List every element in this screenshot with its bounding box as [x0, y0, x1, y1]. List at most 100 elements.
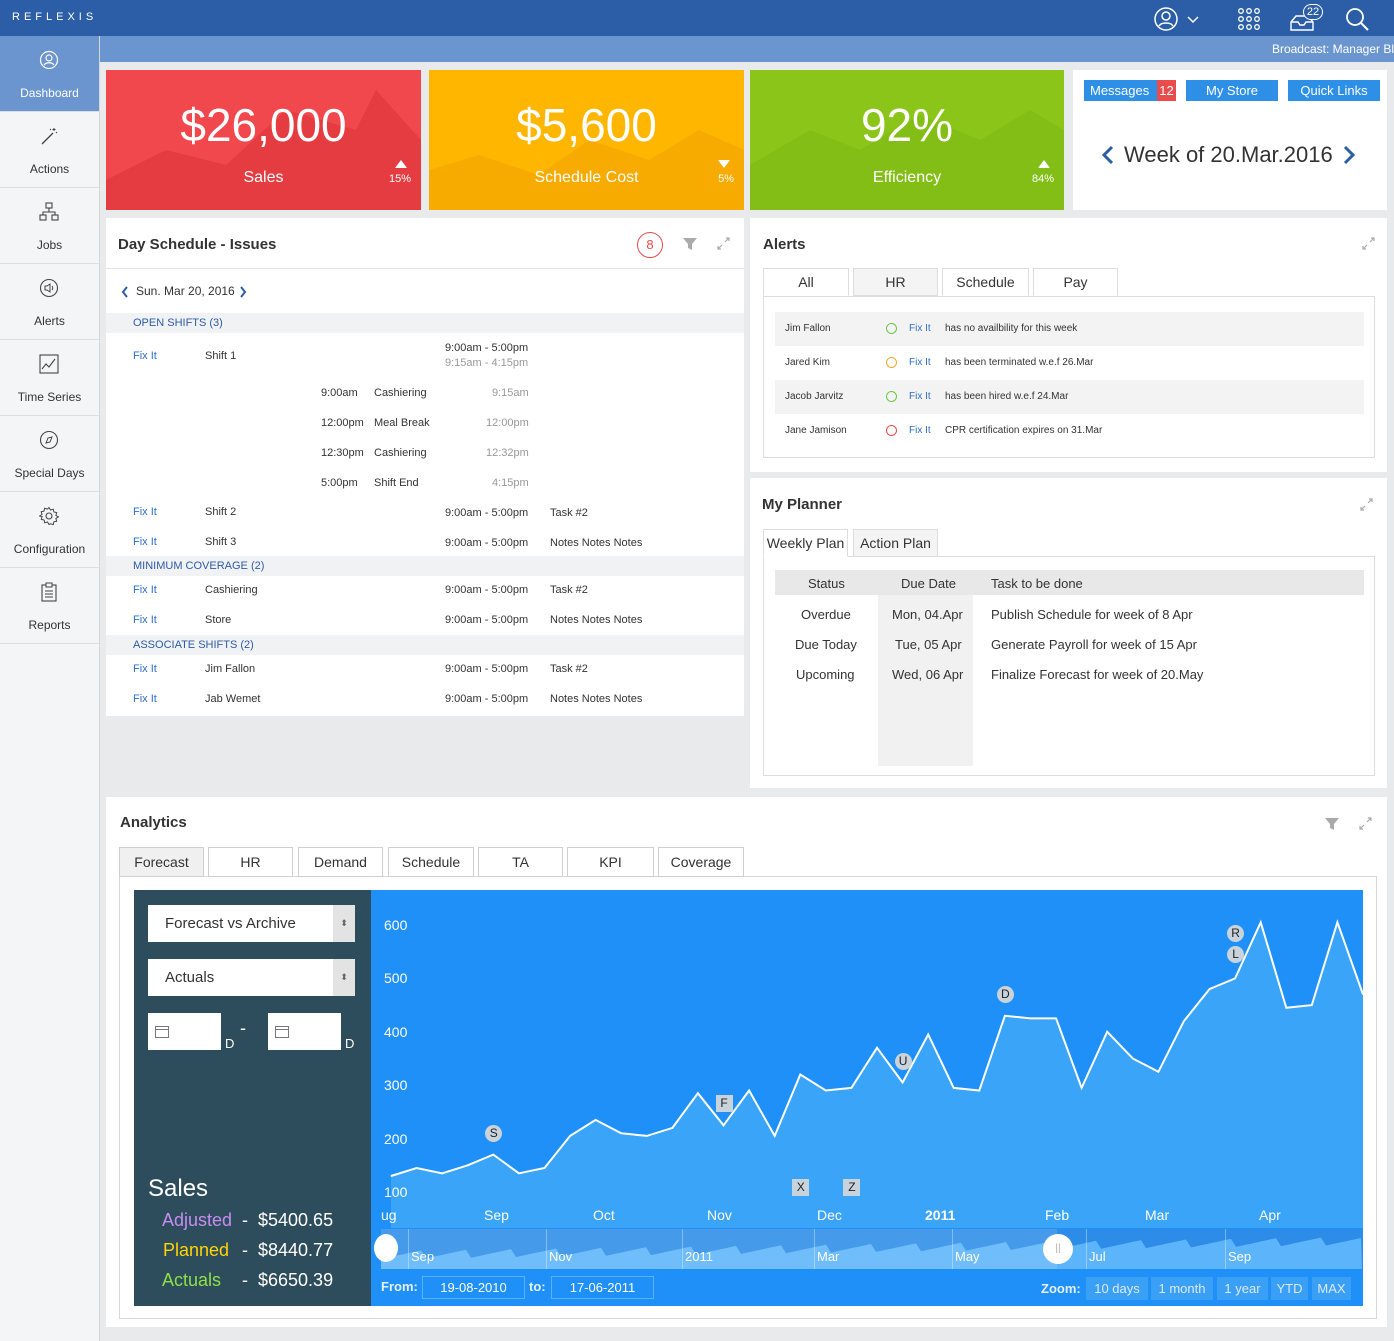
sidebar-item-actions[interactable]: Actions	[0, 112, 99, 188]
chart-flag-f[interactable]: F	[715, 1095, 733, 1113]
end-date-input[interactable]	[268, 1013, 341, 1050]
inbox-icon[interactable]	[1289, 6, 1315, 32]
fix-it-link[interactable]: Fix It	[133, 506, 157, 518]
zoom-1-month-button[interactable]: 1 month	[1151, 1277, 1213, 1300]
filter-icon[interactable]	[1324, 817, 1340, 831]
start-date-input[interactable]	[148, 1013, 221, 1050]
chart-flag-u[interactable]: U	[894, 1052, 912, 1070]
alert-name: Jim Fallon	[785, 323, 831, 334]
fix-it-link[interactable]: Fix It	[909, 425, 931, 436]
fix-it-link[interactable]: Fix It	[133, 584, 157, 596]
chart-flag-z[interactable]: Z	[843, 1179, 861, 1196]
kpi-tile-efficiency[interactable]: 92% Efficiency 84%	[750, 70, 1064, 210]
clipboard-icon	[41, 582, 57, 602]
fix-it-link[interactable]: Fix It	[133, 536, 157, 548]
chart-flag-l[interactable]: L	[1227, 946, 1245, 964]
navigator-tick-label: Mar	[817, 1249, 840, 1264]
sidebar-item-configuration[interactable]: Configuration	[0, 492, 99, 568]
tab-pay[interactable]: Pay	[1033, 268, 1118, 296]
zoom-1-year-button[interactable]: 1 year	[1217, 1277, 1268, 1300]
chevron-down-icon[interactable]	[1186, 6, 1200, 32]
chevron-left-icon[interactable]	[121, 286, 129, 298]
issues-count-badge[interactable]: 8	[637, 232, 663, 258]
trend-up-icon	[1038, 160, 1050, 168]
legend-value-planned: $8440.77	[258, 1240, 334, 1260]
my-store-button[interactable]: My Store	[1186, 80, 1278, 101]
alert-row: Jane Jamison Fix It CPR certification ex…	[775, 414, 1364, 448]
fix-it-link[interactable]: Fix It	[133, 614, 157, 626]
sidebar-item-reports[interactable]: Reports	[0, 568, 99, 644]
messages-button[interactable]: Messages 12	[1084, 80, 1176, 101]
from-date-input[interactable]: 19-08-2010	[422, 1276, 525, 1299]
chart-flag-d[interactable]: D	[996, 985, 1014, 1003]
task-description[interactable]: Generate Payroll for week of 15 Apr	[991, 637, 1197, 652]
fix-it-link[interactable]: Fix It	[133, 663, 157, 675]
day-schedule-title: Day Schedule - Issues	[118, 236, 277, 253]
zoom-ytd-button[interactable]: YTD	[1271, 1277, 1308, 1300]
zoom-max-button[interactable]: MAX	[1312, 1277, 1351, 1300]
x-tick-label: Dec	[817, 1207, 842, 1223]
tab-action-plan[interactable]: Action Plan	[853, 529, 938, 557]
tab-coverage[interactable]: Coverage	[658, 847, 744, 877]
tab-forecast[interactable]: Forecast	[119, 847, 204, 877]
expand-icon[interactable]	[1360, 498, 1373, 511]
search-icon[interactable]	[1344, 6, 1370, 32]
filter-icon[interactable]	[682, 237, 698, 251]
expand-icon[interactable]	[1362, 237, 1375, 250]
broadcast-text: Broadcast: Manager Bl	[1271, 42, 1394, 56]
fix-it-link[interactable]: Fix It	[133, 693, 157, 705]
quick-links-button[interactable]: Quick Links	[1288, 80, 1380, 101]
chevron-right-icon[interactable]	[239, 286, 247, 298]
chart-flag-s[interactable]: S	[485, 1124, 503, 1142]
expand-icon[interactable]	[1359, 817, 1372, 830]
kpi-tile-schedule-cost[interactable]: $5,600 Schedule Cost 5%	[429, 70, 744, 210]
tab-weekly-plan[interactable]: Weekly Plan	[763, 529, 848, 557]
data-point	[1260, 921, 1262, 923]
sidebar-item-time-series[interactable]: Time Series	[0, 340, 99, 416]
chart-flag-r[interactable]: R	[1227, 925, 1245, 943]
chevron-left-icon[interactable]	[1101, 145, 1115, 165]
tab-schedule[interactable]: Schedule	[388, 847, 474, 877]
to-date-input[interactable]: 17-06-2011	[551, 1276, 654, 1299]
kpi-tile-sales[interactable]: $26,000 Sales 15%	[106, 70, 421, 210]
sales-area-chart[interactable]	[371, 890, 1363, 1228]
data-point	[902, 1082, 904, 1084]
data-point	[825, 1090, 827, 1092]
sidebar-item-alerts[interactable]: Alerts	[0, 264, 99, 340]
zoom-10-days-button[interactable]: 10 days	[1086, 1277, 1148, 1300]
sidebar-item-special-days[interactable]: Special Days	[0, 416, 99, 492]
chart-type-select[interactable]: Forecast vs Archive ⬍	[148, 905, 355, 942]
tab-kpi[interactable]: KPI	[567, 847, 654, 877]
kpi-label: Efficiency	[872, 169, 942, 186]
fix-it-link[interactable]: Fix It	[133, 350, 157, 362]
tab-ta[interactable]: TA	[478, 847, 563, 877]
user-icon[interactable]	[1153, 6, 1179, 32]
messages-count-badge: 12	[1157, 80, 1176, 101]
tab-demand[interactable]: Demand	[298, 847, 383, 877]
tab-all[interactable]: All	[763, 268, 849, 296]
status-circle-icon	[886, 323, 897, 334]
tab-hr[interactable]: HR	[208, 847, 293, 877]
navigator-right-handle[interactable]: ||	[1043, 1234, 1073, 1264]
dashboard-icon	[39, 50, 59, 70]
sidebar-item-jobs[interactable]: Jobs	[0, 188, 99, 264]
tab-hr[interactable]: HR	[853, 268, 938, 296]
chart-flag-x[interactable]: X	[792, 1179, 810, 1196]
apps-grid-icon[interactable]	[1236, 6, 1262, 32]
chevron-right-icon[interactable]	[1342, 145, 1356, 165]
task-description[interactable]: Finalize Forecast for week of 20.May	[991, 667, 1204, 682]
sidebar-item-dashboard[interactable]: Dashboard	[0, 36, 99, 112]
trend-up-icon	[395, 160, 407, 168]
navigator-area	[381, 1237, 1362, 1269]
series-select[interactable]: Actuals ⬍	[148, 959, 355, 996]
tab-schedule[interactable]: Schedule	[942, 268, 1029, 296]
navigator-selection[interactable]	[381, 1229, 1057, 1269]
expand-icon[interactable]	[717, 237, 730, 250]
kpi-value: $26,000	[180, 99, 347, 151]
fix-it-link[interactable]: Fix It	[909, 323, 931, 334]
navigator-left-handle[interactable]	[374, 1234, 398, 1262]
task-description[interactable]: Publish Schedule for week of 8 Apr	[991, 607, 1193, 622]
detail-actual: 4:15pm	[492, 477, 529, 489]
fix-it-link[interactable]: Fix It	[909, 391, 931, 402]
fix-it-link[interactable]: Fix It	[909, 357, 931, 368]
